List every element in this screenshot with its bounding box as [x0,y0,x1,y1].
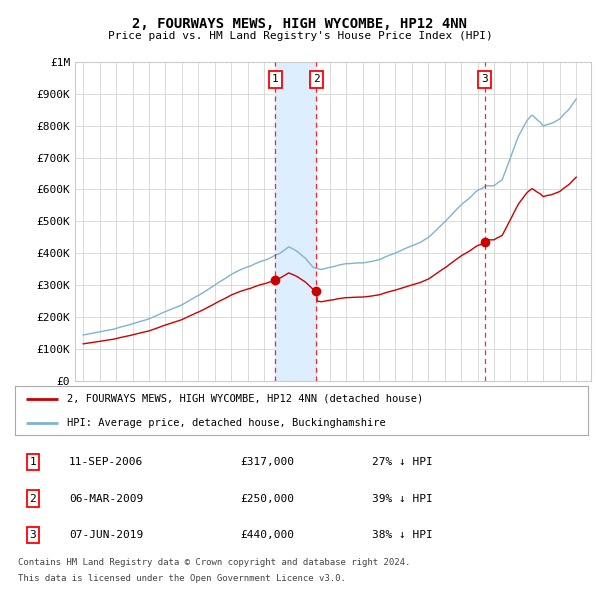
Text: 1: 1 [272,74,278,84]
Text: £250,000: £250,000 [240,494,294,503]
Text: 3: 3 [481,74,488,84]
Text: HPI: Average price, detached house, Buckinghamshire: HPI: Average price, detached house, Buck… [67,418,385,428]
Text: 3: 3 [29,530,37,540]
Text: 2: 2 [313,74,319,84]
Text: 27% ↓ HPI: 27% ↓ HPI [372,457,433,467]
Text: 11-SEP-2006: 11-SEP-2006 [69,457,143,467]
Text: 2, FOURWAYS MEWS, HIGH WYCOMBE, HP12 4NN (detached house): 2, FOURWAYS MEWS, HIGH WYCOMBE, HP12 4NN… [67,394,423,404]
Text: Price paid vs. HM Land Registry's House Price Index (HPI): Price paid vs. HM Land Registry's House … [107,31,493,41]
Text: £440,000: £440,000 [240,530,294,540]
Text: 2, FOURWAYS MEWS, HIGH WYCOMBE, HP12 4NN: 2, FOURWAYS MEWS, HIGH WYCOMBE, HP12 4NN [133,17,467,31]
Text: 07-JUN-2019: 07-JUN-2019 [69,530,143,540]
Text: 38% ↓ HPI: 38% ↓ HPI [372,530,433,540]
Text: 39% ↓ HPI: 39% ↓ HPI [372,494,433,503]
Text: This data is licensed under the Open Government Licence v3.0.: This data is licensed under the Open Gov… [18,574,346,583]
Text: Contains HM Land Registry data © Crown copyright and database right 2024.: Contains HM Land Registry data © Crown c… [18,558,410,567]
Text: 06-MAR-2009: 06-MAR-2009 [69,494,143,503]
Text: 1: 1 [29,457,37,467]
Bar [275,62,316,381]
Text: 2: 2 [29,494,37,503]
Text: £317,000: £317,000 [240,457,294,467]
